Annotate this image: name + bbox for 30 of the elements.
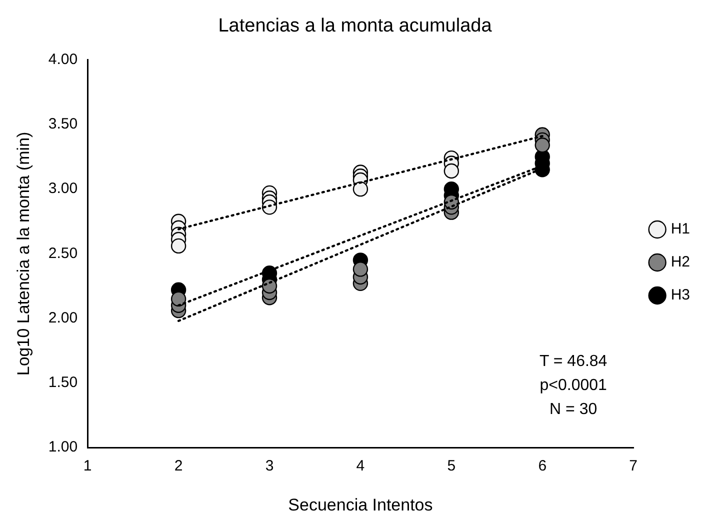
x-tick-label: 5 <box>447 458 456 475</box>
y-tick-label: 3.50 <box>48 116 78 133</box>
annotation: p<0.0001 <box>540 377 608 394</box>
legend-label: H3 <box>670 286 690 304</box>
point <box>534 138 550 153</box>
y-tick-label: 1.50 <box>48 374 78 392</box>
x-tick-label: 7 <box>629 458 638 475</box>
point <box>170 291 186 307</box>
y-tick-label: 2.00 <box>48 309 78 326</box>
legend-label: H2 <box>670 254 690 271</box>
x-tick-label: 4 <box>356 458 365 475</box>
point <box>262 278 278 294</box>
x-axis-title: Secuencia Intentos <box>288 495 433 514</box>
chart-title: Latencias a la monta acumulada <box>218 16 492 37</box>
point <box>352 181 368 197</box>
y-tick-label: 2.50 <box>48 244 78 262</box>
point <box>170 238 186 254</box>
x-tick-label: 1 <box>83 458 92 475</box>
annotation: N = 30 <box>550 401 598 418</box>
x-tick-label: 2 <box>174 458 183 475</box>
point <box>352 262 368 277</box>
y-tick-label: 3.00 <box>48 180 78 198</box>
point <box>444 163 460 179</box>
x-tick-label: 6 <box>538 458 547 475</box>
y-axis-title: Log10 Latencia a la monta (min) <box>14 132 33 376</box>
y-tick-label: 4.00 <box>48 50 78 68</box>
annotation: T = 46.84 <box>539 353 608 370</box>
legend-label: H1 <box>670 220 690 238</box>
y-tick-label: 1.00 <box>48 438 78 456</box>
x-tick-label: 3 <box>265 458 274 475</box>
